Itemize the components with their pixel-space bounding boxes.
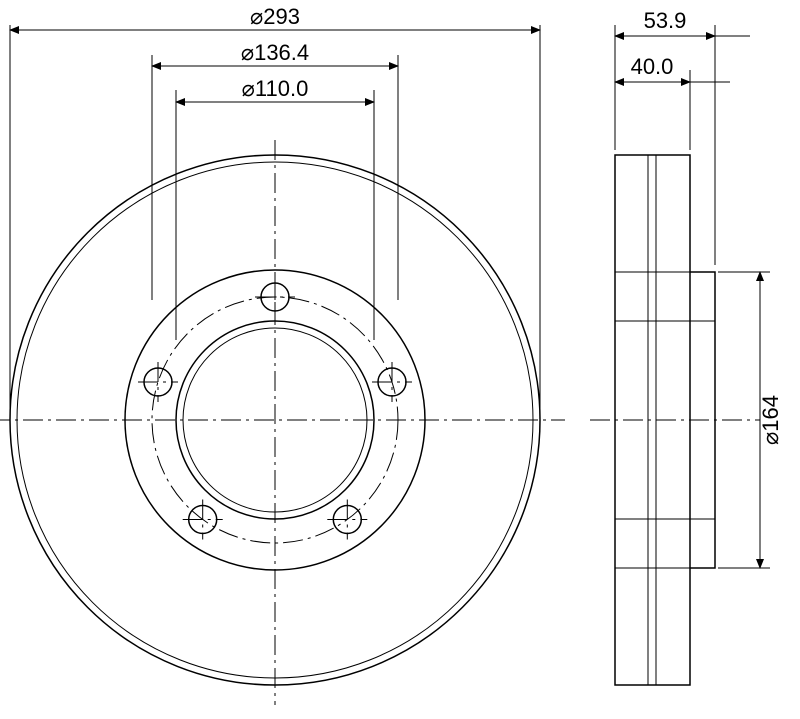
dim-text-w40-0: 40.0 [631,54,674,79]
dim-w40-0: 40.0 [615,54,730,150]
dim-text-d293: ⌀293 [250,4,300,29]
dim-text-w53-9: 53.9 [644,8,687,33]
side-view [590,155,760,685]
dim-text-d110-0: ⌀110.0 [242,76,309,101]
dim-w53-9: 53.9 [615,8,750,265]
front-view [0,140,565,705]
dim-text-d164: ⌀164 [758,395,783,445]
dim-text-d136-4: ⌀136.4 [241,40,309,65]
dimensions: ⌀293 ⌀136.4 ⌀110.0 53.9 [10,4,783,568]
